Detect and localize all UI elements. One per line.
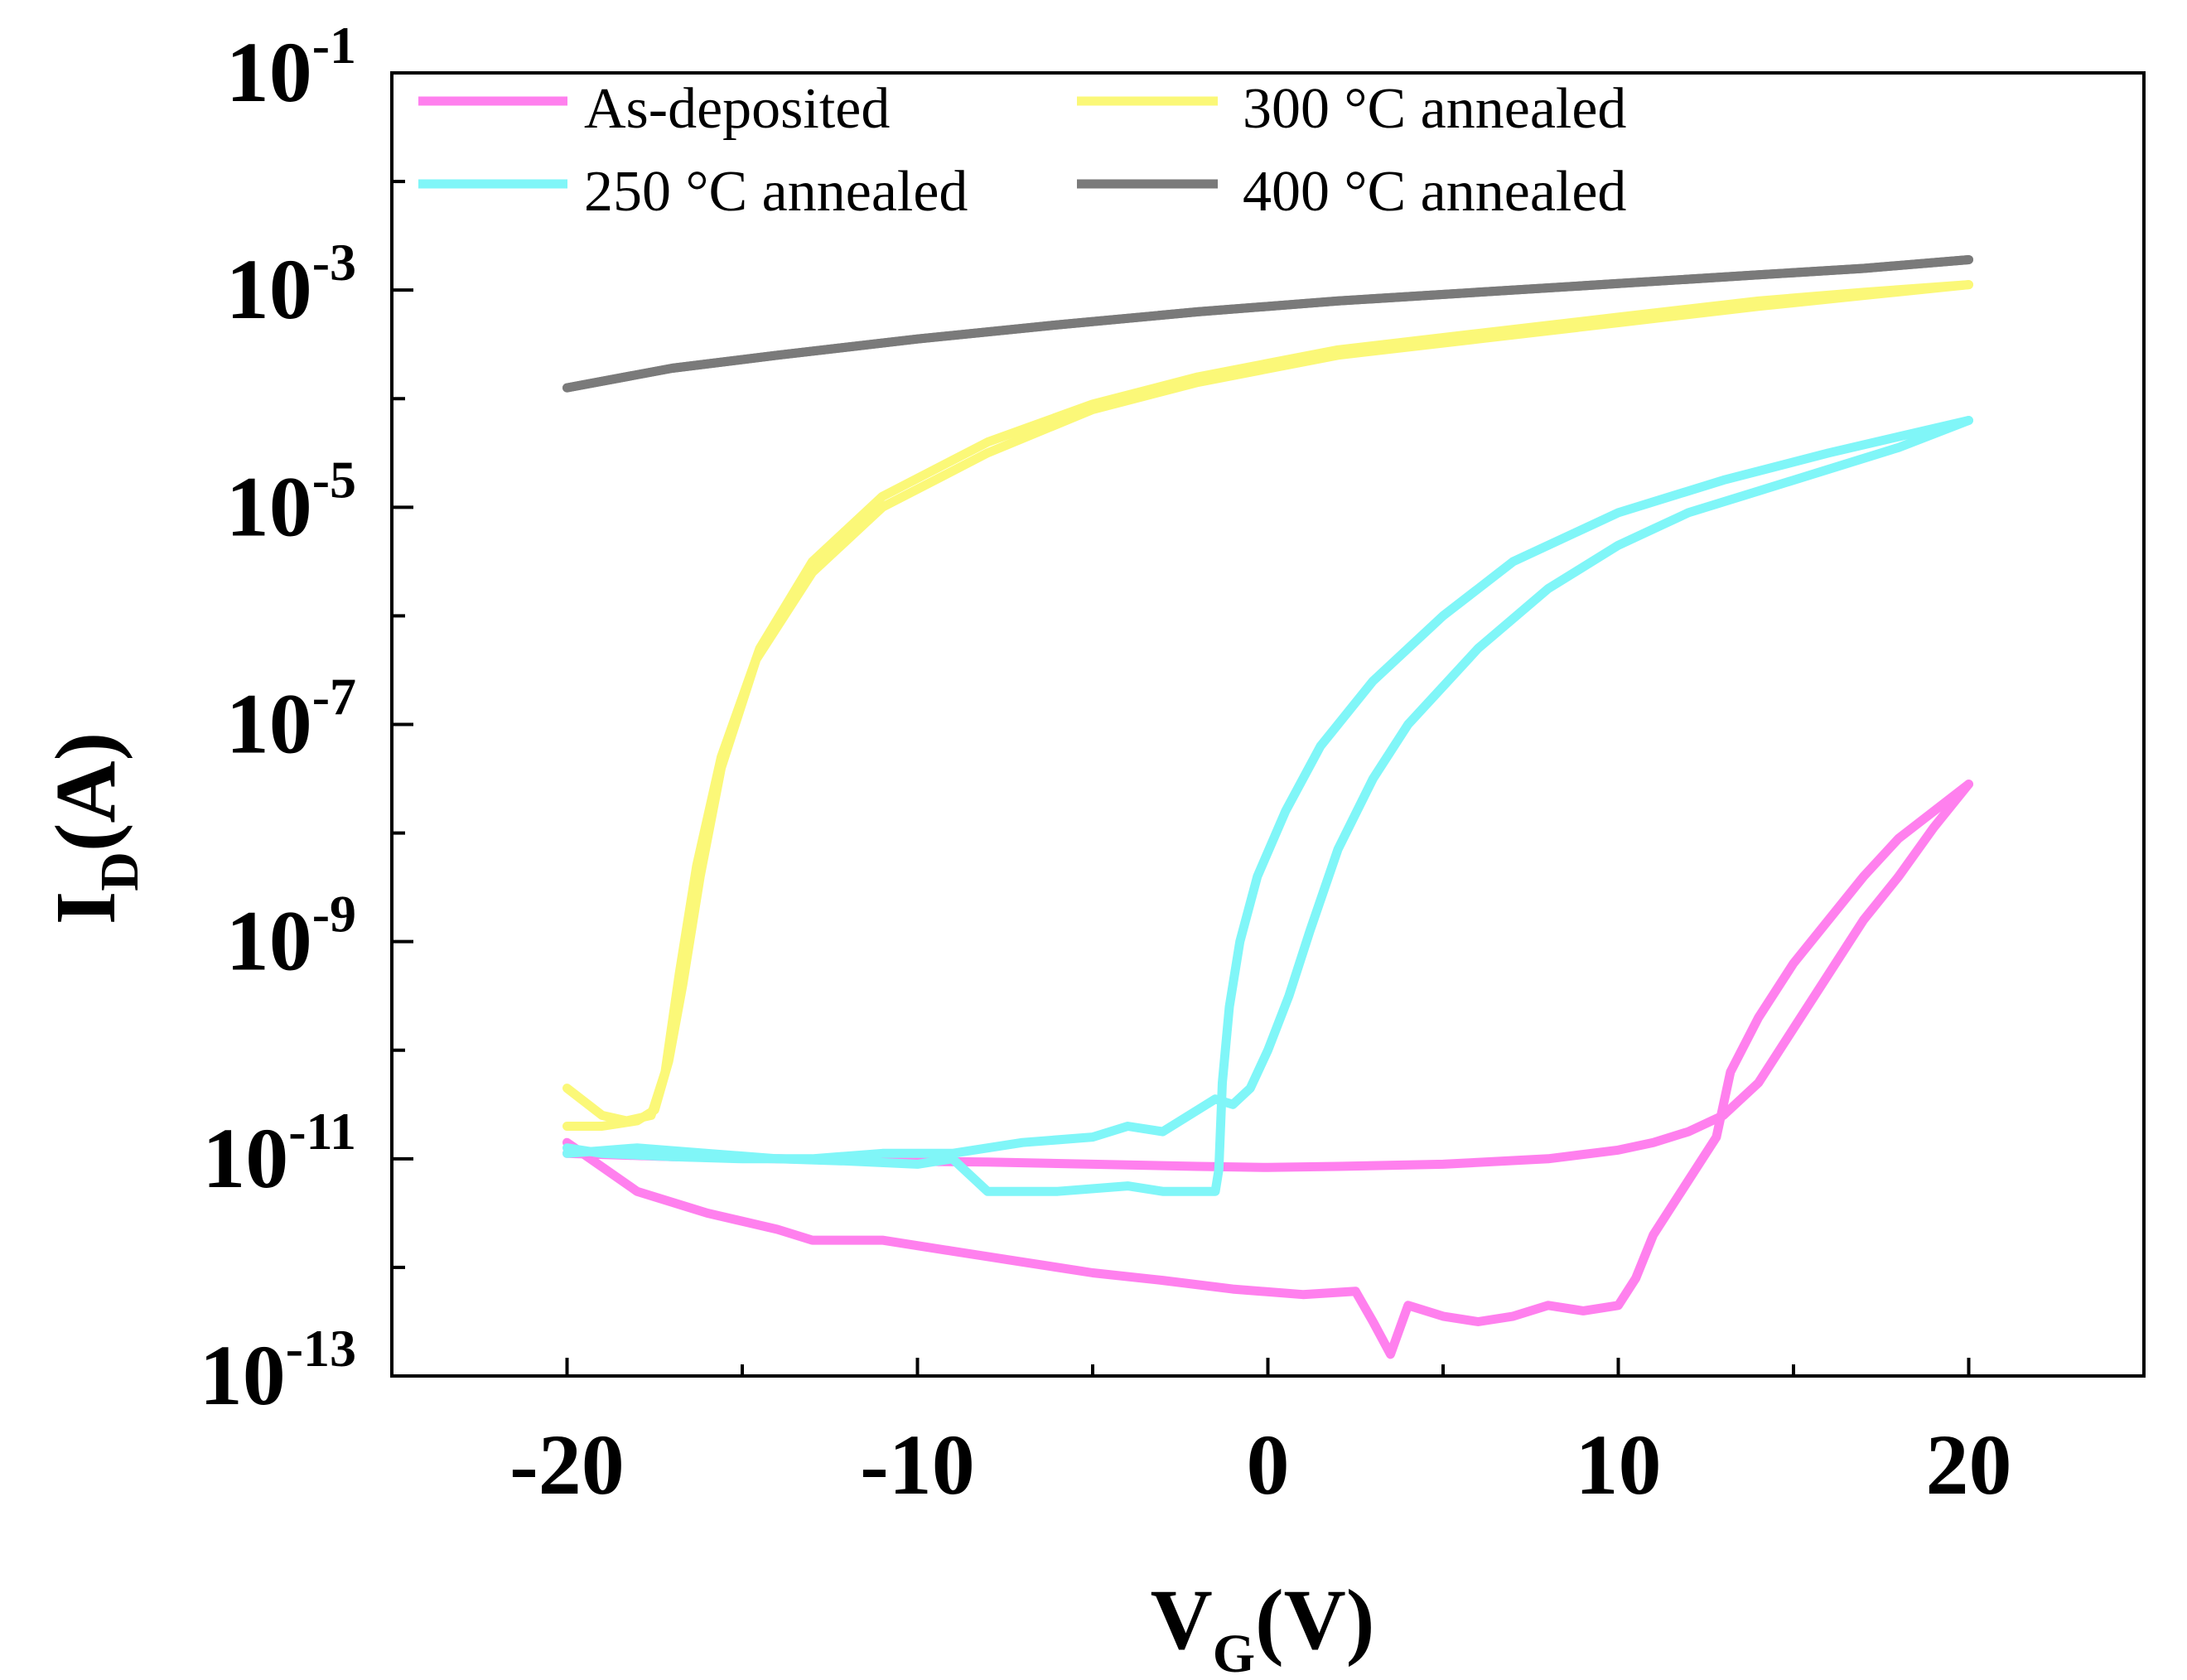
legend-label: 400 °C annealed [1243, 160, 1626, 224]
y-tick-label: 10-7 [226, 668, 356, 772]
x-tick-label: 0 [1247, 1417, 1290, 1513]
series-line-2-backward [562, 280, 1973, 1131]
y-tick-label: 10-11 [202, 1102, 356, 1206]
y-tick-label: 10-5 [226, 450, 356, 554]
y-tick-label: 10-13 [200, 1319, 356, 1423]
y-tick-label: 10-3 [226, 233, 356, 337]
x-tick-labels: -20 -10 0 10 20 [509, 1417, 2011, 1513]
series-line-3-backward [562, 255, 1973, 393]
legend-label: 300 °C annealed [1243, 77, 1626, 141]
series-line-1-forward [562, 416, 1973, 1196]
tick-layer [392, 71, 1971, 1378]
series-layer [562, 255, 1973, 1359]
series-line-2-forward [562, 280, 1973, 1126]
x-tick-label: 20 [1926, 1417, 2012, 1513]
y-axis-title: ID(A) [38, 732, 150, 925]
y-tick-label: 10-1 [226, 16, 356, 120]
x-tick-label: -10 [860, 1417, 975, 1513]
x-tick-label: 10 [1576, 1417, 1662, 1513]
x-axis-title: VG(V) [1151, 1572, 1375, 1680]
legend: As-deposited 250 °C annealed 300 °C anneal… [418, 77, 1626, 224]
y-tick-label: 10-9 [226, 885, 356, 989]
legend-label: 250 °C annealed [584, 160, 968, 224]
y-tick-labels: 10-1 10-3 10-5 10-7 10-9 10-11 10-13 [200, 16, 356, 1423]
series-line-0-forward [562, 780, 1973, 1359]
x-tick-label: -20 [509, 1417, 625, 1513]
legend-label: As-deposited [584, 77, 890, 141]
series-line-1-backward [562, 416, 1973, 1164]
